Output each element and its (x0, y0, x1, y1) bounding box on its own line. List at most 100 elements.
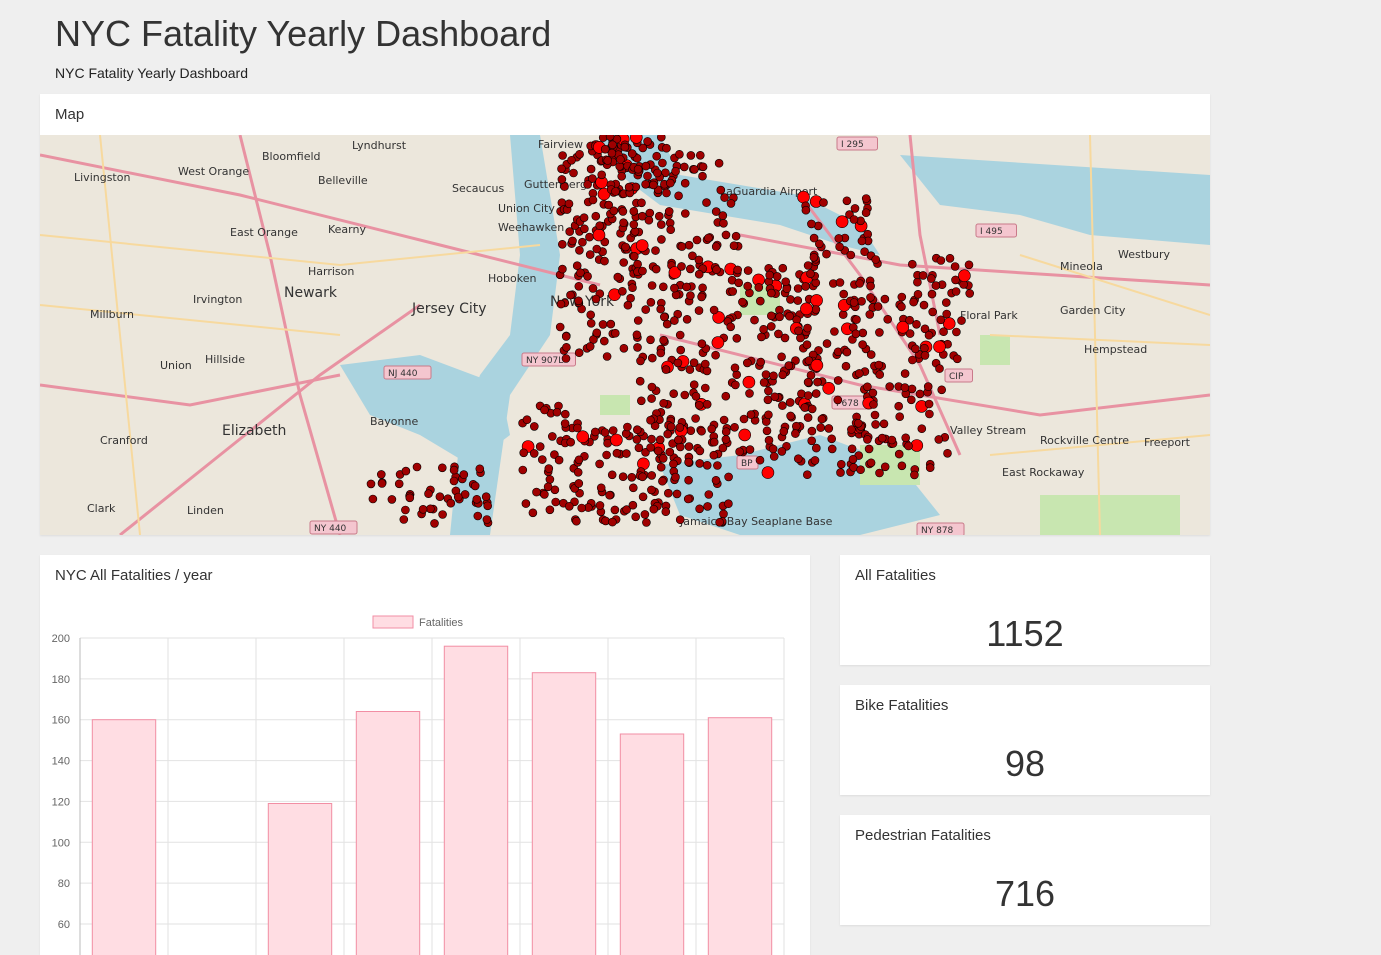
fatality-marker[interactable] (695, 401, 703, 409)
fatality-marker[interactable] (812, 306, 820, 314)
fatality-marker[interactable] (712, 243, 720, 251)
fatality-marker[interactable] (722, 231, 730, 239)
fatality-marker[interactable] (574, 468, 582, 476)
fatality-marker[interactable] (633, 331, 641, 339)
fatality-marker[interactable] (557, 300, 565, 308)
fatality-marker[interactable] (843, 197, 851, 205)
fatality-marker[interactable] (622, 450, 630, 458)
fatality-marker[interactable] (425, 490, 433, 498)
fatality-marker[interactable] (886, 383, 894, 391)
fatality-marker[interactable] (574, 424, 582, 432)
fatality-marker[interactable] (620, 219, 628, 227)
fatality-marker[interactable] (670, 317, 678, 325)
fatality-marker[interactable] (698, 340, 706, 348)
fatality-marker[interactable] (906, 316, 914, 324)
fatality-marker[interactable] (731, 364, 739, 372)
fatality-marker[interactable] (538, 456, 546, 464)
fatality-marker[interactable] (657, 235, 665, 243)
fatality-marker[interactable] (699, 284, 707, 292)
fatality-marker[interactable] (898, 293, 906, 301)
fatality-marker[interactable] (653, 169, 661, 177)
fatality-marker[interactable] (757, 333, 765, 341)
fatality-marker[interactable] (770, 372, 778, 380)
fatality-marker[interactable] (612, 188, 620, 196)
fatality-marker[interactable] (638, 199, 646, 207)
fatality-marker[interactable] (952, 288, 960, 296)
fatality-marker[interactable] (911, 345, 919, 353)
fatality-marker[interactable] (529, 509, 537, 517)
fatality-marker[interactable] (811, 359, 823, 371)
fatality-marker[interactable] (817, 424, 825, 432)
fatality-marker[interactable] (533, 488, 541, 496)
fatality-marker[interactable] (791, 430, 799, 438)
fatality-marker[interactable] (767, 289, 775, 297)
fatality-marker[interactable] (794, 285, 802, 293)
fatality-marker[interactable] (659, 454, 667, 462)
fatality-marker[interactable] (675, 192, 683, 200)
fatality-marker[interactable] (546, 475, 554, 483)
fatality-marker[interactable] (774, 330, 782, 338)
fatality-marker[interactable] (910, 298, 918, 306)
fatality-marker[interactable] (669, 460, 677, 468)
fatality-marker[interactable] (834, 396, 842, 404)
fatality-marker[interactable] (665, 207, 673, 215)
fatality-marker[interactable] (633, 435, 641, 443)
fatality-marker[interactable] (639, 267, 647, 275)
fatality-marker[interactable] (808, 427, 816, 435)
fatality-marker[interactable] (905, 442, 913, 450)
fatality-marker[interactable] (558, 265, 566, 273)
fatality-marker[interactable] (402, 467, 410, 475)
fatality-marker[interactable] (439, 511, 447, 519)
fatality-marker[interactable] (938, 386, 946, 394)
fatality-marker[interactable] (687, 151, 695, 159)
fatality-marker[interactable] (663, 320, 671, 328)
fatality-marker[interactable] (523, 416, 531, 424)
fatality-marker[interactable] (953, 355, 961, 363)
fatality-marker[interactable] (586, 233, 594, 241)
fatality-marker[interactable] (632, 513, 640, 521)
fatality-marker[interactable] (940, 328, 948, 336)
fatality-marker[interactable] (880, 420, 888, 428)
fatality-marker[interactable] (760, 325, 768, 333)
fatality-marker[interactable] (634, 260, 642, 268)
fatality-marker[interactable] (476, 465, 484, 473)
fatality-marker[interactable] (562, 343, 570, 351)
fatality-marker[interactable] (413, 463, 421, 471)
fatality-marker[interactable] (786, 295, 794, 303)
fatality-marker[interactable] (870, 401, 878, 409)
fatality-marker[interactable] (901, 370, 909, 378)
fatality-marker[interactable] (647, 298, 655, 306)
fatality-marker[interactable] (530, 422, 538, 430)
fatality-marker[interactable] (614, 273, 622, 281)
fatality-marker[interactable] (658, 159, 666, 167)
fatality-marker[interactable] (715, 159, 723, 167)
fatality-marker[interactable] (713, 266, 721, 274)
fatality-marker[interactable] (678, 262, 686, 270)
fatality-marker[interactable] (589, 284, 597, 292)
fatality-marker[interactable] (655, 212, 663, 220)
fatality-marker[interactable] (395, 480, 403, 488)
fatality-marker[interactable] (642, 519, 650, 527)
fatality-marker[interactable] (837, 469, 845, 477)
fatality-marker[interactable] (630, 221, 638, 229)
fatality-marker[interactable] (836, 243, 844, 251)
fatality-marker[interactable] (727, 323, 735, 331)
fatality-marker[interactable] (558, 240, 566, 248)
fatality-marker[interactable] (729, 287, 737, 295)
fatality-marker[interactable] (792, 422, 800, 430)
fatality-marker[interactable] (696, 459, 704, 467)
fatality-marker[interactable] (839, 311, 847, 319)
fatality-marker[interactable] (796, 334, 804, 342)
fatality-marker[interactable] (925, 400, 933, 408)
fatality-marker[interactable] (932, 282, 940, 290)
fatality-marker[interactable] (712, 476, 720, 484)
fatality-marker[interactable] (703, 199, 711, 207)
fatality-marker[interactable] (388, 495, 396, 503)
fatality-marker[interactable] (773, 272, 781, 280)
fatality-marker[interactable] (601, 145, 609, 153)
fatality-marker[interactable] (591, 428, 599, 436)
fatality-marker[interactable] (662, 366, 670, 374)
fatality-marker[interactable] (856, 280, 864, 288)
fatality-marker[interactable] (686, 292, 694, 300)
